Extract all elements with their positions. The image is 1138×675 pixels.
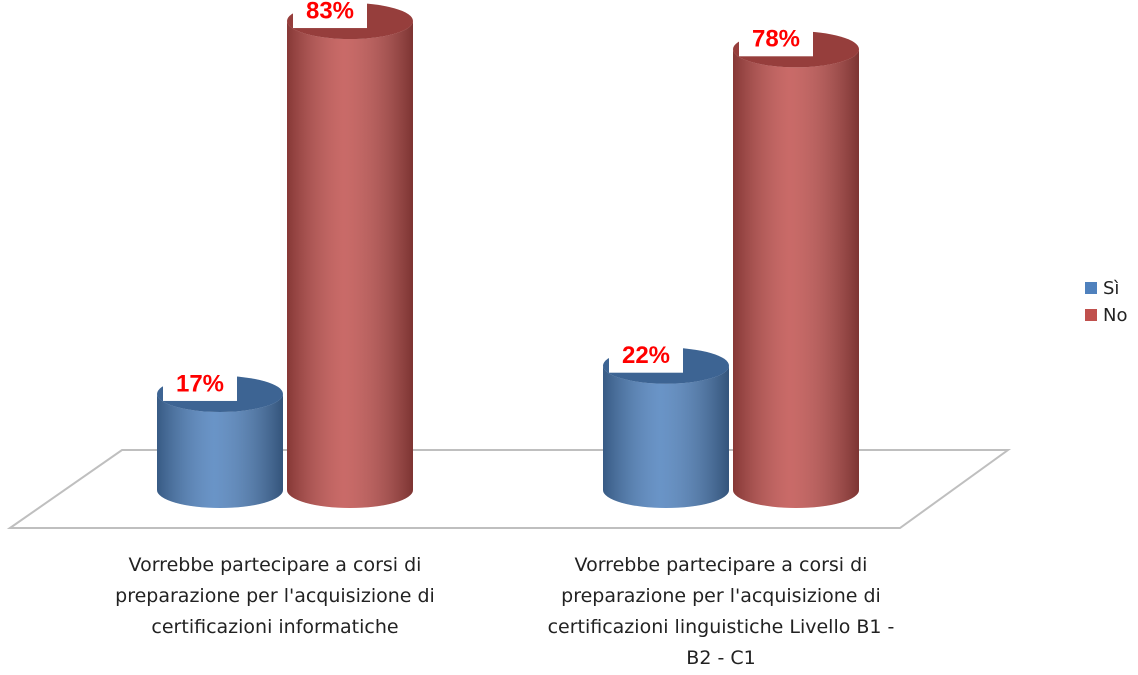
x-tick-label: Vorrebbe partecipare a corsi di preparaz… <box>547 554 895 669</box>
legend-label: No <box>1103 305 1127 326</box>
value-label: 22% <box>622 342 670 369</box>
cylinder-shading <box>157 393 283 508</box>
x-tick-label: Vorrebbe partecipare a corsi di preparaz… <box>115 554 435 638</box>
value-label: 17% <box>176 370 224 397</box>
cylinder-shading <box>603 365 729 508</box>
legend-swatch <box>1085 309 1097 321</box>
value-label-bg <box>163 366 237 401</box>
value-label: 83% <box>306 0 354 24</box>
value-label: 78% <box>752 26 800 53</box>
cylinder-shading <box>733 49 859 509</box>
value-label-bg <box>293 0 367 29</box>
cylinder-shading <box>287 21 413 509</box>
value-label-bg <box>609 338 683 373</box>
value-label-bg <box>739 22 813 57</box>
legend-swatch <box>1085 282 1097 294</box>
legend-label: Sì <box>1103 278 1119 299</box>
